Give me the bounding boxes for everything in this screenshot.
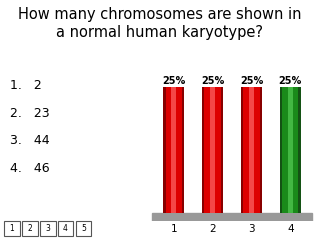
Bar <box>210 87 215 213</box>
Bar <box>280 87 282 213</box>
Bar <box>280 87 301 213</box>
Text: 25%: 25% <box>162 76 185 86</box>
Bar <box>260 87 262 213</box>
FancyBboxPatch shape <box>76 221 92 236</box>
Text: 2: 2 <box>27 224 32 233</box>
Bar <box>202 87 223 213</box>
Bar <box>202 87 204 213</box>
FancyBboxPatch shape <box>40 221 56 236</box>
Text: 4: 4 <box>63 224 68 233</box>
Bar <box>221 87 223 213</box>
Text: 3.   44: 3. 44 <box>10 134 49 147</box>
FancyBboxPatch shape <box>22 221 38 236</box>
Text: 25%: 25% <box>279 76 302 86</box>
Bar <box>163 87 165 213</box>
FancyBboxPatch shape <box>58 221 74 236</box>
Text: 4.   46: 4. 46 <box>10 162 49 175</box>
Bar <box>163 87 184 213</box>
Bar <box>152 213 312 221</box>
Bar <box>288 87 292 213</box>
Text: 5: 5 <box>81 224 86 233</box>
Text: How many chromosomes are shown in
a normal human karyotype?: How many chromosomes are shown in a norm… <box>18 7 302 40</box>
Text: 1: 1 <box>9 224 14 233</box>
Text: 2.   23: 2. 23 <box>10 107 49 120</box>
Bar <box>182 87 184 213</box>
Bar <box>172 87 176 213</box>
Text: 25%: 25% <box>240 76 263 86</box>
FancyBboxPatch shape <box>4 221 20 236</box>
Text: 3: 3 <box>45 224 50 233</box>
Text: 25%: 25% <box>201 76 224 86</box>
Bar <box>299 87 301 213</box>
Bar <box>241 87 262 213</box>
Text: 1.   2: 1. 2 <box>10 79 41 92</box>
Bar <box>241 87 243 213</box>
Bar <box>249 87 254 213</box>
